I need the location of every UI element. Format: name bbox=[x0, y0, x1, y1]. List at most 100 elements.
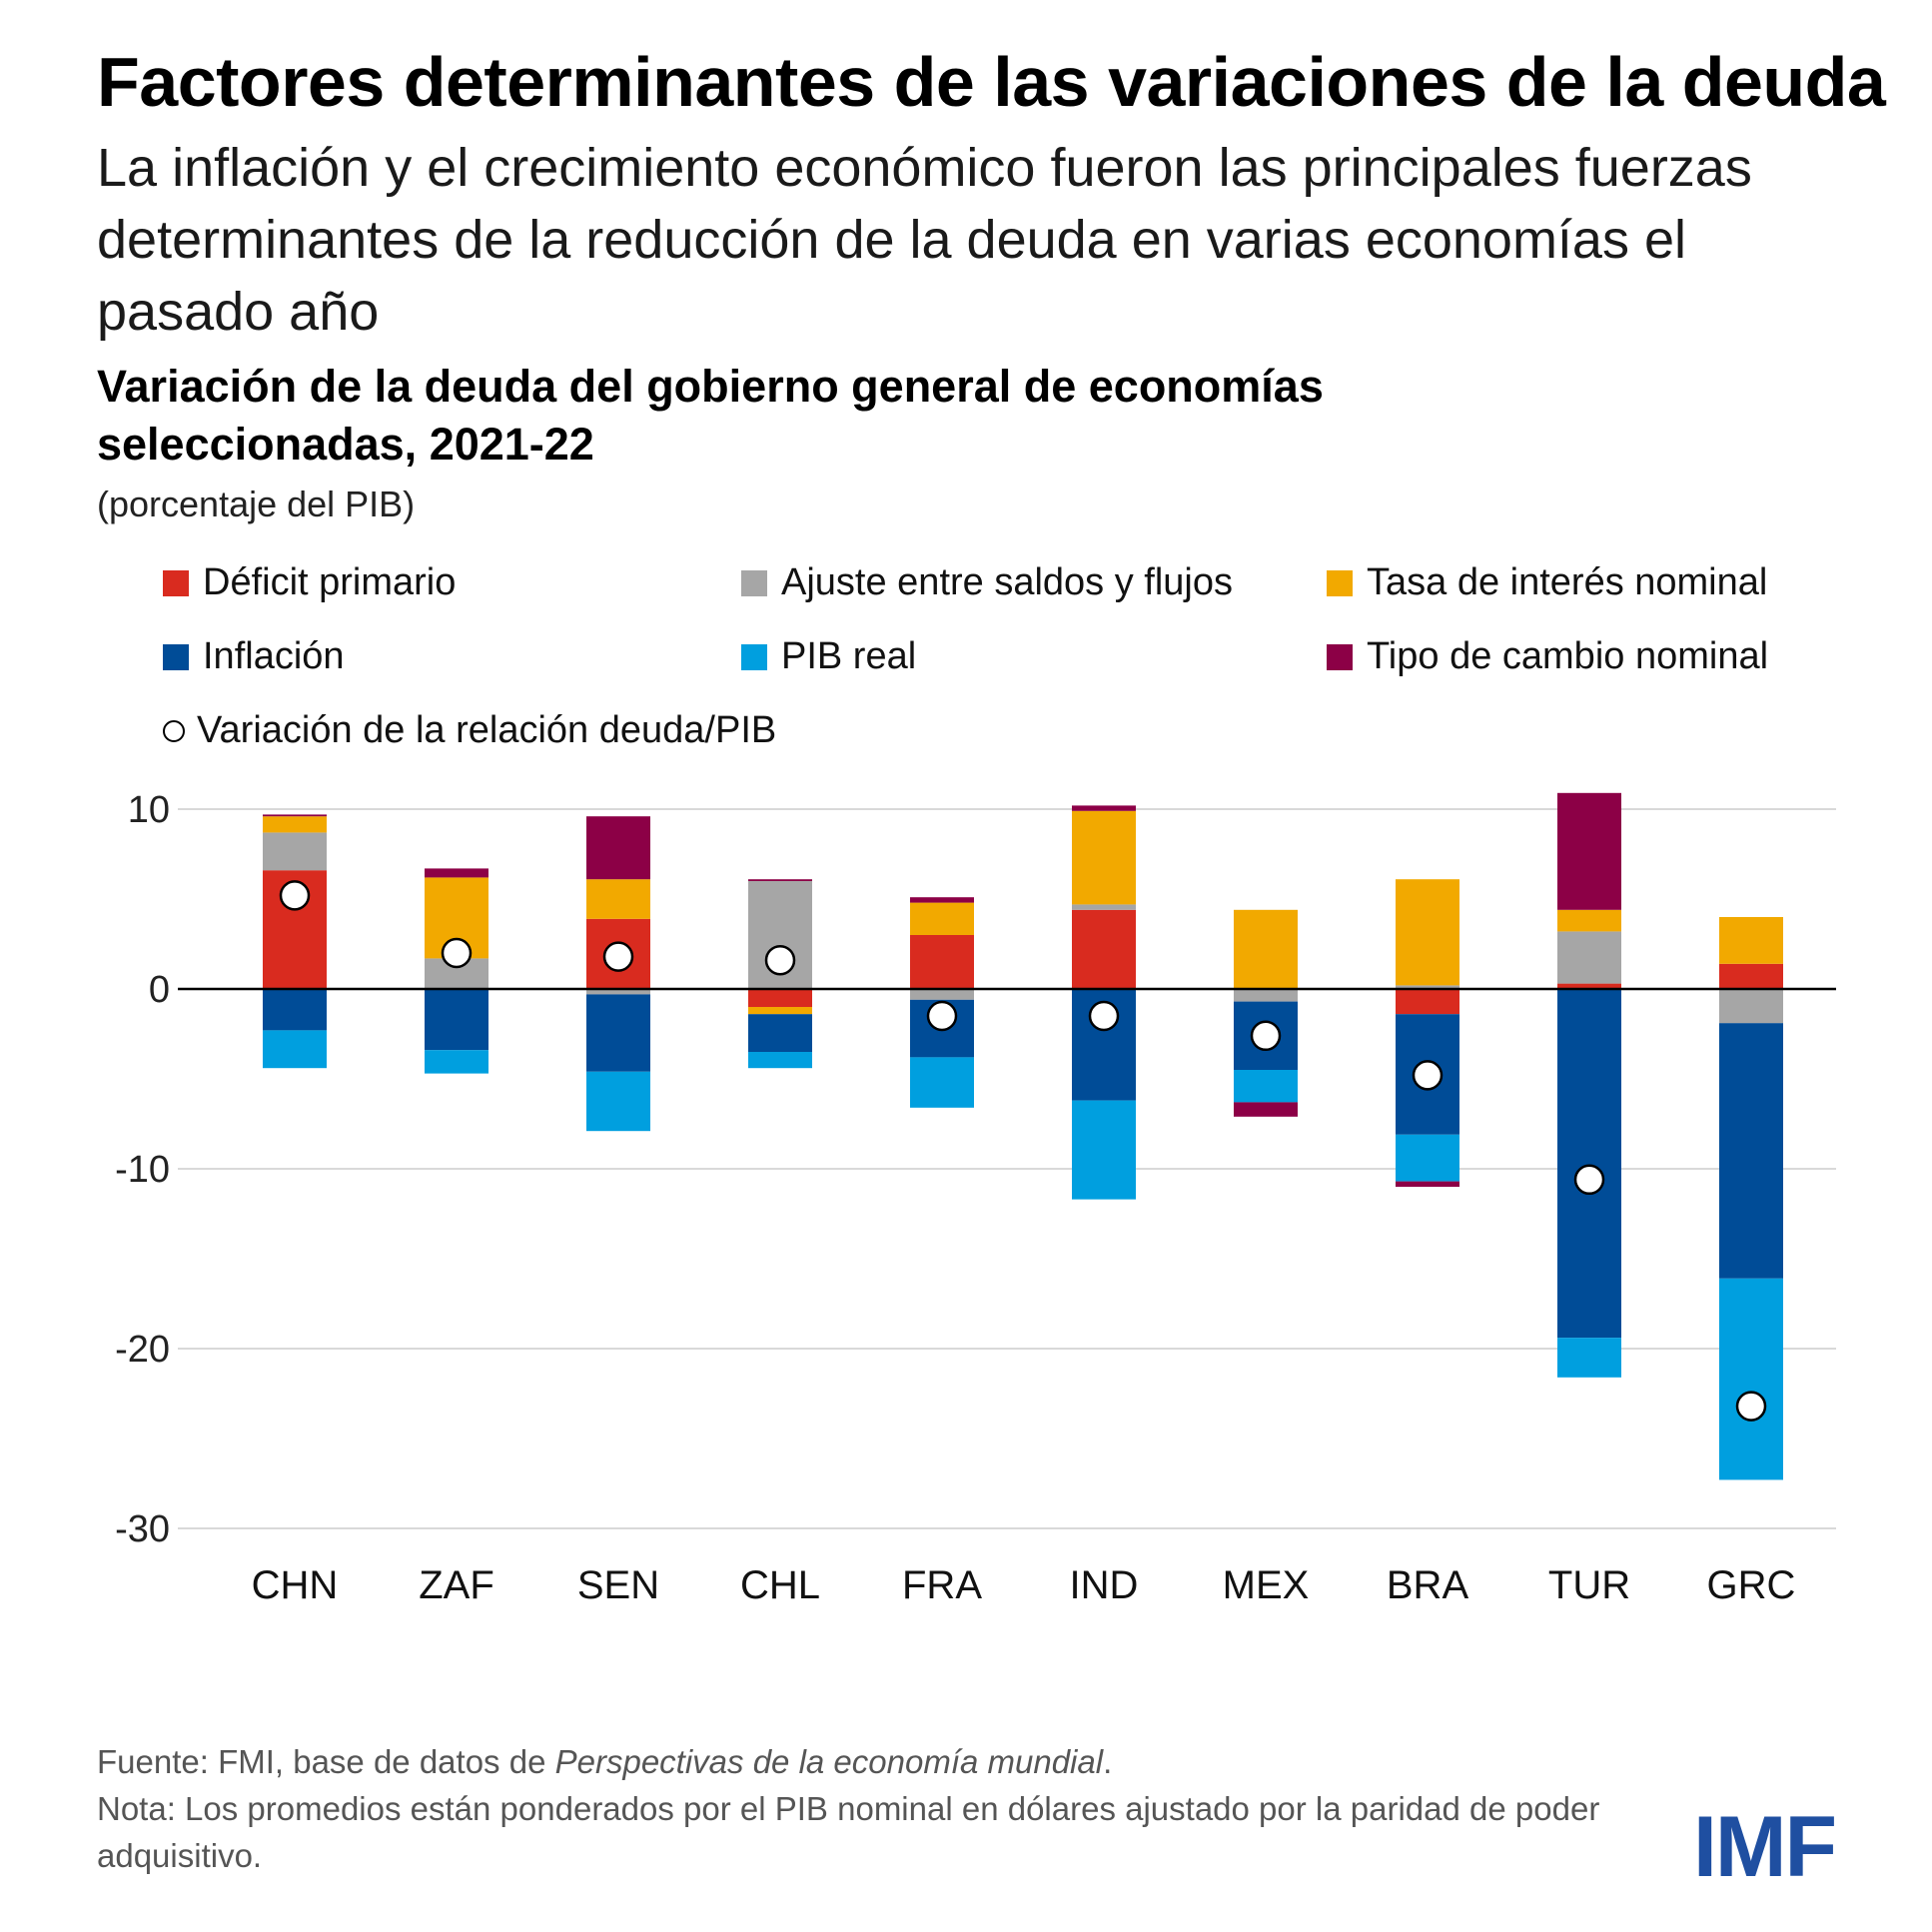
legend-label: Variación de la relación deuda/PIB bbox=[197, 709, 777, 751]
bar-segment-fra-2 bbox=[910, 902, 974, 935]
legend-item-pib-real: PIB real bbox=[741, 635, 916, 678]
bar-segment-sen-1 bbox=[586, 989, 650, 995]
bar-segment-zaf-5 bbox=[425, 868, 488, 878]
legend-item-variacion-deuda: Variación de la relación deuda/PIB bbox=[163, 709, 776, 752]
change-markers bbox=[279, 880, 1767, 1422]
bar-segment-tur-3 bbox=[1557, 989, 1621, 1339]
bar-segment-chn-4 bbox=[263, 1030, 327, 1069]
change-marker-sen bbox=[602, 941, 634, 972]
x-axis-ticks: CHN ZAF SEN CHL FRA IND MEX BRA TUR GRC bbox=[252, 1563, 1796, 1607]
legend-label: Ajuste entre saldos y flujos bbox=[781, 561, 1234, 603]
x-tick-label: SEN bbox=[577, 1563, 659, 1607]
bar-segment-chl-2 bbox=[748, 1007, 812, 1015]
chart-subtitle: La inflación y el crecimiento económico … bbox=[97, 138, 1752, 342]
footer: Fuente: FMI, base de datos de Perspectiv… bbox=[97, 1738, 1655, 1879]
chart-title-main: Factores determinantes de las variacione… bbox=[97, 43, 1886, 121]
change-marker-grc bbox=[1735, 1391, 1767, 1422]
bar-segment-chl-5 bbox=[748, 879, 812, 881]
bar-segment-sen-2 bbox=[586, 879, 650, 919]
bar-segment-sen-3 bbox=[586, 994, 650, 1072]
change-marker-ind bbox=[1088, 1000, 1120, 1032]
source-suffix: . bbox=[1103, 1743, 1113, 1780]
legend-item-tasa-interes: Tasa de interés nominal bbox=[1327, 561, 1767, 604]
bar-segment-grc-4 bbox=[1719, 1278, 1783, 1480]
bar-segment-zaf-4 bbox=[425, 1050, 488, 1074]
footer-source: Fuente: FMI, base de datos de Perspectiv… bbox=[97, 1738, 1655, 1785]
bar-segment-bra-0 bbox=[1396, 989, 1459, 1015]
bar-segment-tur-1 bbox=[1557, 931, 1621, 984]
bar-segment-chl-0 bbox=[748, 989, 812, 1007]
legend-label: PIB real bbox=[781, 635, 917, 677]
bar-segment-sen-4 bbox=[586, 1071, 650, 1132]
x-tick-label: GRC bbox=[1707, 1563, 1796, 1607]
bar-segment-fra-4 bbox=[910, 1057, 974, 1108]
bar-segment-bra-4 bbox=[1396, 1134, 1459, 1182]
bar-segment-zaf-3 bbox=[425, 989, 488, 1051]
legend-item-ajuste: Ajuste entre saldos y flujos bbox=[741, 561, 1233, 604]
x-tick-label: MEX bbox=[1223, 1563, 1310, 1607]
bar-segment-chn-5 bbox=[263, 814, 327, 817]
bar-segment-ind-0 bbox=[1072, 909, 1136, 989]
legend-item-deficit-primario: Déficit primario bbox=[163, 561, 456, 604]
bar-segment-tur-2 bbox=[1557, 909, 1621, 932]
bar-segment-ind-1 bbox=[1072, 904, 1136, 910]
y-tick-label: -30 bbox=[115, 1508, 170, 1550]
change-marker-chn bbox=[279, 880, 311, 911]
footer-note: Nota: Los promedios están ponderados por… bbox=[97, 1790, 1600, 1874]
bar-segment-grc-3 bbox=[1719, 1023, 1783, 1279]
bar-segment-bra-5 bbox=[1396, 1181, 1459, 1187]
bar-segment-ind-5 bbox=[1072, 805, 1136, 811]
chart-heading: Variación de la deuda del gobierno gener… bbox=[97, 361, 1324, 470]
imf-logo: IMF bbox=[1693, 1799, 1837, 1895]
legend-item-tipo-cambio: Tipo de cambio nominal bbox=[1327, 635, 1768, 678]
legend-marker-circle bbox=[163, 719, 185, 742]
change-marker-chl bbox=[764, 944, 796, 976]
x-tick-label: BRA bbox=[1387, 1563, 1469, 1607]
x-tick-label: CHL bbox=[740, 1563, 820, 1607]
y-tick-label: -20 bbox=[115, 1329, 170, 1371]
legend-label: Déficit primario bbox=[203, 561, 457, 603]
x-tick-label: IND bbox=[1070, 1563, 1139, 1607]
legend-label: Tipo de cambio nominal bbox=[1367, 635, 1769, 677]
bar-segment-chn-2 bbox=[263, 816, 327, 833]
bar-segment-sen-5 bbox=[586, 816, 650, 880]
legend-label: Inflación bbox=[203, 635, 345, 677]
bar-segment-fra-0 bbox=[910, 935, 974, 989]
bar-segment-bra-2 bbox=[1396, 879, 1459, 986]
bar-segment-ind-2 bbox=[1072, 810, 1136, 905]
x-tick-label: TUR bbox=[1548, 1563, 1630, 1607]
y-tick-label: -10 bbox=[115, 1149, 170, 1191]
change-marker-tur bbox=[1573, 1164, 1605, 1196]
change-marker-fra bbox=[926, 1000, 958, 1032]
bars bbox=[263, 792, 1783, 1480]
chart-units: (porcentaje del PIB) bbox=[97, 483, 416, 524]
bar-segment-grc-0 bbox=[1719, 963, 1783, 989]
bar-segment-tur-5 bbox=[1557, 792, 1621, 910]
x-tick-label: CHN bbox=[252, 1563, 339, 1607]
change-marker-bra bbox=[1412, 1060, 1444, 1091]
bar-segment-mex-2 bbox=[1234, 909, 1298, 989]
x-tick-label: FRA bbox=[902, 1563, 982, 1607]
source-title: Perspectivas de la economía mundial bbox=[554, 1743, 1104, 1780]
bar-segment-mex-4 bbox=[1234, 1070, 1298, 1103]
bar-segment-grc-2 bbox=[1719, 917, 1783, 964]
legend-swatch-deficit-primario bbox=[163, 569, 189, 596]
legend-label: Tasa de interés nominal bbox=[1367, 561, 1768, 603]
y-axis-ticks: 10 0 -10 -20 -30 bbox=[115, 789, 170, 1550]
bar-segment-chn-1 bbox=[263, 832, 327, 871]
bar-segment-mex-1 bbox=[1234, 989, 1298, 1002]
bar-segment-chn-3 bbox=[263, 989, 327, 1031]
legend-swatch-ajuste bbox=[741, 569, 767, 596]
bar-segment-grc-1 bbox=[1719, 989, 1783, 1024]
x-tick-label: ZAF bbox=[419, 1563, 494, 1607]
change-marker-zaf bbox=[441, 937, 473, 969]
y-tick-label: 10 bbox=[128, 789, 170, 831]
bar-segment-fra-5 bbox=[910, 897, 974, 903]
y-tick-label: 0 bbox=[149, 969, 170, 1011]
bar-segment-chl-4 bbox=[748, 1052, 812, 1069]
legend-swatch-tipo-cambio bbox=[1327, 643, 1353, 670]
bar-segment-tur-4 bbox=[1557, 1338, 1621, 1378]
bar-segment-ind-4 bbox=[1072, 1100, 1136, 1200]
bar-segment-bra-1 bbox=[1396, 985, 1459, 989]
